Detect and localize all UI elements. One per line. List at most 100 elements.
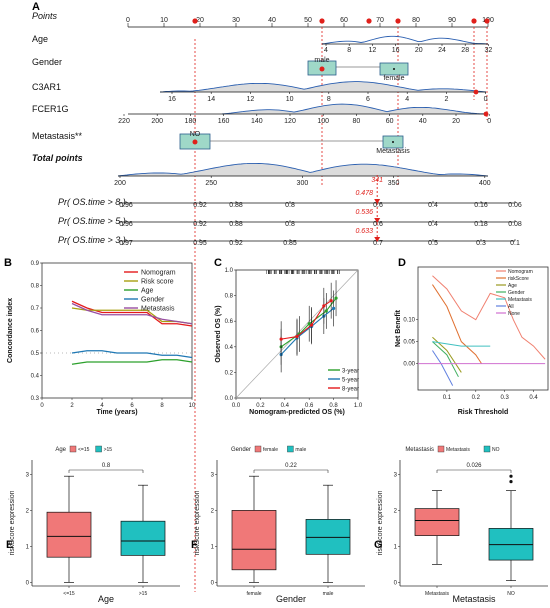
panel-a-nomogram: APoints0102030405060708090100Age48121620… xyxy=(32,1,522,592)
legend-label: >15 xyxy=(104,447,113,453)
prob-tick-label: 0.96 xyxy=(119,221,133,228)
prob-tick-label: 0.7 xyxy=(373,240,383,247)
points-marker xyxy=(192,18,198,24)
calibration-point xyxy=(307,322,311,326)
panel-e-boxplot: E 0 1 2 3 riskScore expression Age Age <=15 >15 0.… xyxy=(6,445,180,604)
y-tick-label: 0.05 xyxy=(403,340,415,346)
points-tick-label: 40 xyxy=(268,17,276,24)
legend-label: <=15 xyxy=(78,447,90,453)
x-axis-title: Risk Threshold xyxy=(458,409,509,416)
total-marker-value: 341 xyxy=(371,177,383,184)
gender-female-dot xyxy=(393,68,395,70)
prob-marker xyxy=(374,237,381,242)
points-tick-label: 80 xyxy=(412,17,420,24)
y-tick-label: 0.6 xyxy=(225,319,234,325)
fcer1g-tick-label: 20 xyxy=(452,118,460,125)
prob-tick-label: 0.92 xyxy=(229,240,243,247)
prob-tick-label: 0.8 xyxy=(285,221,295,228)
legend-label: NO xyxy=(492,447,500,453)
fcer1g-tick-label: 200 xyxy=(151,118,163,125)
prob-predicted-value: 0.633 xyxy=(355,228,373,235)
legend-label: Metastasis xyxy=(141,306,175,313)
gender-female-label: female xyxy=(383,75,404,82)
x-tick-label: <=15 xyxy=(63,591,75,597)
age-density xyxy=(321,35,489,45)
x-tick-label: 8 xyxy=(160,403,164,409)
x-axis-title: Time (years) xyxy=(96,409,137,416)
gender-male-marker xyxy=(319,66,325,72)
prob-tick-label: 0.06 xyxy=(508,202,522,209)
metastasis-no-label: NO xyxy=(190,131,201,138)
gender-male-label: male xyxy=(314,57,329,64)
x-axis-title: Metastasis xyxy=(452,594,496,604)
age-tick-label: 4 xyxy=(324,47,328,54)
box-outlier xyxy=(509,474,513,478)
y-tick-label: 1.0 xyxy=(225,268,234,274)
prob-tick-label: 0.85 xyxy=(283,240,297,247)
dca-line-all xyxy=(432,350,454,386)
y-tick-label: 1 xyxy=(394,544,398,550)
y-tick-label: 2 xyxy=(26,508,30,514)
prob-tick-label: 0.92 xyxy=(193,202,207,209)
c3ar1-tick-label: 14 xyxy=(207,96,215,103)
points-marker xyxy=(484,18,490,24)
x-tick-label: 0.2 xyxy=(256,403,265,409)
legend-title: Age xyxy=(55,447,66,453)
y-tick-label: 0.2 xyxy=(225,370,234,376)
box-Metastasis xyxy=(414,508,460,536)
age-tick-label: 8 xyxy=(347,47,351,54)
prob-row-label: Pr( OS.time > 3 ) xyxy=(58,235,126,245)
total-tick-label: 400 xyxy=(479,180,491,187)
c3ar1-density xyxy=(159,81,487,93)
legend-label: Nomogram xyxy=(508,269,533,275)
y-tick-label: 0.3 xyxy=(31,396,40,402)
legend-swatch xyxy=(254,445,262,453)
age-tick-label: 12 xyxy=(369,47,377,54)
c3ar1-tick-label: 10 xyxy=(286,96,294,103)
points-marker xyxy=(395,18,401,24)
x-tick-label: 0.4 xyxy=(529,395,538,401)
legend-swatch xyxy=(95,445,102,453)
prob-tick-label: 0.8 xyxy=(285,202,295,209)
row-label-age: Age xyxy=(32,34,48,44)
total-tick-label: 300 xyxy=(297,180,309,187)
calibration-line-5-year xyxy=(280,307,334,355)
calibration-point xyxy=(329,299,333,303)
legend-swatch xyxy=(483,445,491,453)
x-axis-title: Age xyxy=(98,594,114,604)
x-tick-label: 0.0 xyxy=(232,403,241,409)
total-density xyxy=(117,162,489,177)
panel-label-g: G xyxy=(374,539,383,551)
legend-swatch xyxy=(287,445,294,453)
calibration-point xyxy=(332,306,336,310)
prob-predicted-value: 0.536 xyxy=(355,209,373,216)
x-tick-label: 1.0 xyxy=(354,403,363,409)
calibration-point xyxy=(322,304,326,308)
plot-frame xyxy=(417,266,549,391)
age-tick-label: 28 xyxy=(461,47,469,54)
y-tick-label: 3 xyxy=(211,472,215,478)
y-tick-label: 3 xyxy=(394,472,398,478)
y-tick-label: 0.4 xyxy=(31,374,40,380)
series-line-gender xyxy=(71,350,193,359)
legend-label: Age xyxy=(508,283,517,289)
metastasis-no-marker xyxy=(192,139,198,145)
legend-label: Risk score xyxy=(141,279,174,286)
box-outlier xyxy=(509,480,513,484)
pvalue-label: 0.026 xyxy=(466,463,482,469)
x-tick-label: 0.3 xyxy=(500,395,509,401)
legend-label: 3-year xyxy=(342,369,359,375)
y-tick-label: 1 xyxy=(211,544,215,550)
fcer1g-tick-label: 220 xyxy=(118,118,130,125)
x-tick-label: 0.4 xyxy=(281,403,290,409)
pvalue-label: 0.22 xyxy=(285,463,297,469)
prob-row-label: Pr( OS.time > 8 ) xyxy=(58,197,126,207)
legend-label: Gender xyxy=(141,297,165,304)
c3ar1-marker xyxy=(473,89,479,95)
prob-tick-label: 0.4 xyxy=(428,202,438,209)
pvalue-label: 0.8 xyxy=(102,463,111,469)
fcer1g-tick-label: 80 xyxy=(353,118,361,125)
y-tick-label: 0.6 xyxy=(31,329,40,335)
fcer1g-tick-label: 160 xyxy=(218,118,230,125)
